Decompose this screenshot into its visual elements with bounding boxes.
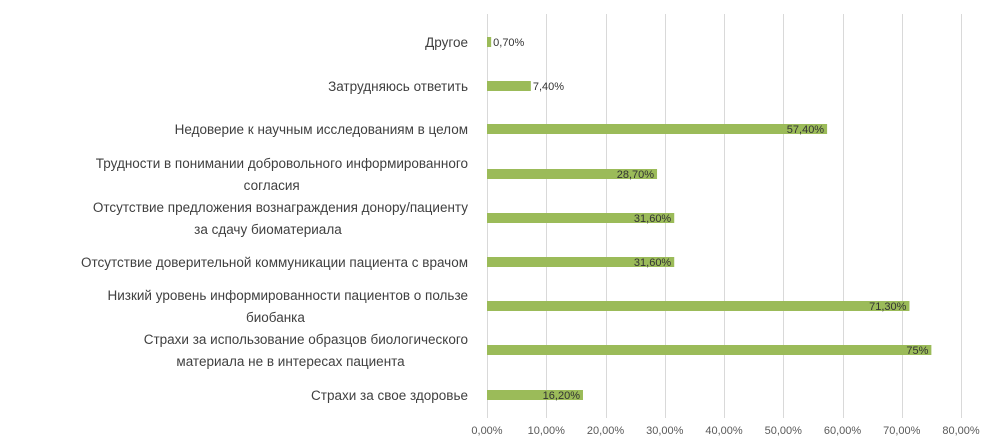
bar <box>487 37 492 47</box>
category-label: Затрудняюсь ответить <box>328 79 468 94</box>
data-label: 0,70% <box>493 37 524 49</box>
bar <box>487 81 531 91</box>
x-tick-label: 0,00% <box>471 425 502 437</box>
category-label: Отсутствие доверительной коммуникации па… <box>81 255 468 270</box>
gridlines <box>487 14 962 418</box>
data-label: 7,40% <box>533 81 564 93</box>
x-tick-label: 20,00% <box>587 425 625 437</box>
category-label: материала не в интересах пациента <box>176 354 405 369</box>
category-label: Отсутствие предложения вознаграждения до… <box>93 200 468 215</box>
data-label: 31,60% <box>634 257 672 269</box>
bar <box>487 124 828 134</box>
x-tick-label: 60,00% <box>824 425 862 437</box>
x-tick-label: 40,00% <box>705 425 743 437</box>
x-tick-label: 80,00% <box>942 425 980 437</box>
x-tick-label: 10,00% <box>528 425 566 437</box>
bar <box>487 390 583 400</box>
category-label: биобанка <box>246 310 305 325</box>
bar <box>487 169 658 179</box>
bar <box>487 345 932 355</box>
data-label: 57,40% <box>787 124 825 136</box>
category-label: Низкий уровень информированности пациент… <box>108 288 469 303</box>
data-labels: 0,70% 7,40% 57,40% 28,70% 31,60% 31,60% 71,30%… <box>493 37 928 402</box>
category-label: Другое <box>425 35 468 50</box>
data-label: 16,20% <box>543 390 581 402</box>
data-label: 75% <box>906 345 928 357</box>
category-label: Страхи за свое здоровье <box>311 388 468 403</box>
x-tick-label: 70,00% <box>883 425 921 437</box>
category-label: Трудности в понимании добровольного инфо… <box>96 156 468 171</box>
category-label: согласия <box>244 178 300 193</box>
x-tick-label: 30,00% <box>646 425 684 437</box>
category-label: Недоверие к научным исследованиям в цело… <box>175 122 468 137</box>
data-label: 31,60% <box>634 213 672 225</box>
x-tick-label: 50,00% <box>765 425 803 437</box>
x-axis-tick-labels: 0,00% 10,00% 20,00% 30,00% 40,00% 50,00% 60,00… <box>471 425 979 437</box>
data-label: 28,70% <box>617 169 655 181</box>
bar <box>487 257 675 267</box>
category-label: за сдачу биоматериала <box>194 222 342 237</box>
category-label: Страхи за использование образцов биологи… <box>144 332 468 347</box>
bar <box>487 213 675 223</box>
data-label: 71,30% <box>869 301 907 313</box>
bars <box>487 37 932 400</box>
bar <box>487 301 910 311</box>
category-labels: Другое Затрудняюсь ответить Недоверие к на… <box>81 35 468 403</box>
